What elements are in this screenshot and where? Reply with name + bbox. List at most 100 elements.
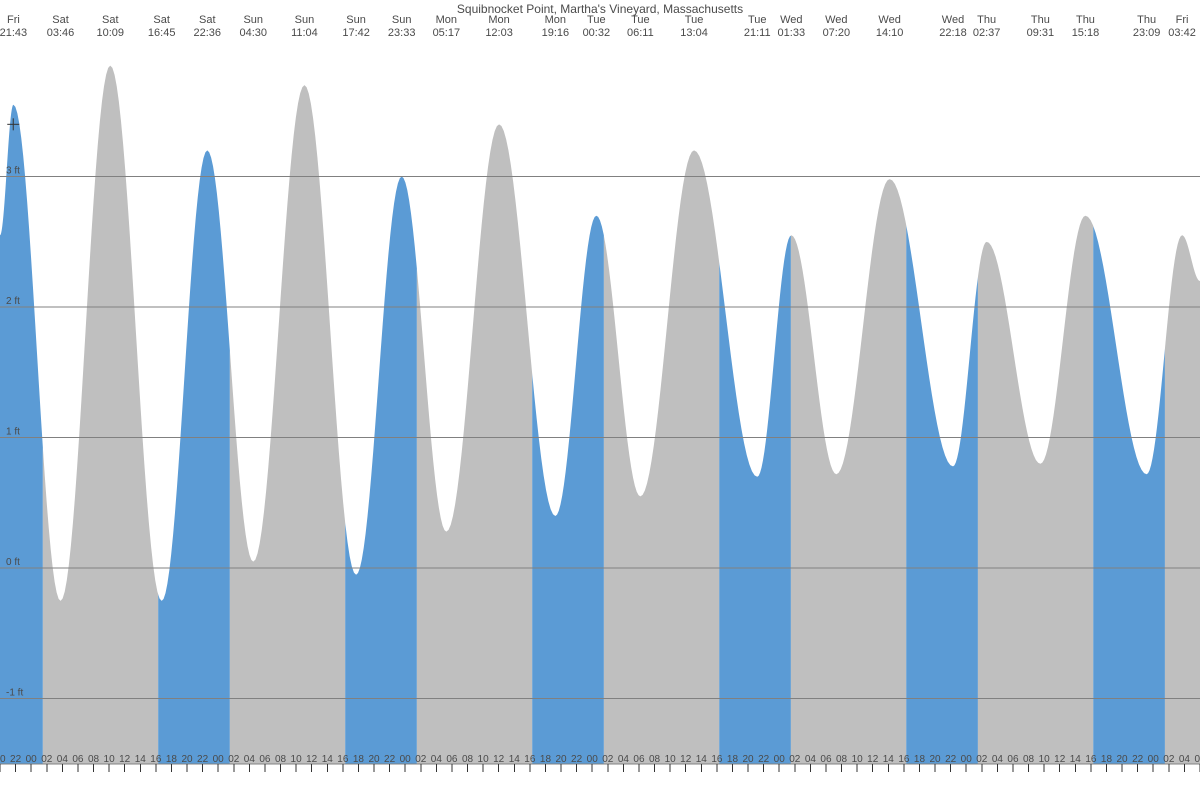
x-axis-label: 18 [166,754,178,765]
x-axis-label: 18 [540,754,552,765]
x-axis-label: 14 [1070,754,1082,765]
event-time: 15:18 [1072,27,1100,40]
event-day: Sat [47,14,75,27]
tide-event-label: Mon12:03 [485,14,513,40]
event-time: 21:43 [0,27,27,40]
tide-event-label: Sat22:36 [194,14,222,40]
event-time: 10:09 [96,27,124,40]
x-axis-label: 12 [867,754,879,765]
event-day: Sat [148,14,176,27]
x-axis-label: 04 [244,754,256,765]
x-axis-label: 14 [135,754,147,765]
tide-band [1165,235,1200,764]
x-axis-label: 10 [478,754,490,765]
x-axis-label: 20 [368,754,380,765]
x-axis-label: 08 [1023,754,1035,765]
event-time: 19:16 [542,27,570,40]
x-axis-label: 18 [914,754,926,765]
x-axis-label: 00 [400,754,412,765]
x-axis-label: 02 [228,754,240,765]
x-axis-label: 00 [1148,754,1160,765]
tide-event-label: Tue00:32 [583,14,611,40]
x-axis-label: 02 [41,754,53,765]
tide-event-label: Sun11:04 [291,14,318,40]
x-axis-label: 00 [26,754,38,765]
event-day: Sun [388,14,416,27]
x-axis-label: 00 [774,754,786,765]
event-time: 03:42 [1168,27,1196,40]
event-day: Thu [973,14,1001,27]
tide-event-label: Sat10:09 [96,14,124,40]
event-time: 21:11 [744,27,771,40]
event-day: Tue [583,14,611,27]
event-day: Fri [0,14,27,27]
event-day: Fri [1168,14,1196,27]
event-time: 13:04 [680,27,708,40]
tide-event-label: Thu09:31 [1027,14,1055,40]
x-axis-label: 10 [665,754,677,765]
event-day: Wed [876,14,904,27]
x-axis-label: 06 [1007,754,1019,765]
x-axis-label: 14 [322,754,334,765]
y-axis-label: 2 ft [6,296,20,307]
tide-event-label: Tue06:11 [627,14,654,40]
x-axis-label: 22 [571,754,583,765]
event-time: 07:20 [823,27,851,40]
event-day: Mon [542,14,570,27]
x-axis-label: 16 [1085,754,1097,765]
x-axis-label: 02 [1163,754,1175,765]
tide-band [906,225,978,764]
x-axis-label: 00 [961,754,973,765]
x-axis-label: 08 [275,754,287,765]
x-axis-label: 10 [1039,754,1051,765]
x-axis-label: 16 [524,754,536,765]
x-axis-label: 12 [1054,754,1066,765]
event-day: Thu [1027,14,1055,27]
x-axis-label: 06 [259,754,271,765]
x-axis-label: 12 [119,754,131,765]
x-axis-label: 06 [1194,754,1200,765]
tide-band [345,177,417,764]
x-axis-label: 12 [306,754,318,765]
x-axis-label: 04 [57,754,69,765]
y-axis-label: 3 ft [6,166,20,177]
tide-event-label: Mon05:17 [433,14,461,40]
x-axis-label: 20 [742,754,754,765]
tide-event-label: Sat16:45 [148,14,176,40]
x-axis-label: 08 [88,754,100,765]
event-time: 23:33 [388,27,416,40]
tide-event-labels: Fri21:43Sat03:46Sat10:09Sat16:45Sat22:36… [0,14,1200,44]
tide-chart: Squibnocket Point, Martha's Vineyard, Ma… [0,0,1200,800]
x-axis-label: 22 [945,754,957,765]
x-axis-label: 08 [836,754,848,765]
x-axis-label: 04 [805,754,817,765]
event-time: 23:09 [1133,27,1161,40]
tide-event-label: Tue21:11 [744,14,771,40]
x-axis-label: 16 [711,754,723,765]
x-axis-label: 04 [431,754,443,765]
y-axis-label: 0 ft [6,557,20,568]
x-axis-label: 04 [1179,754,1191,765]
tide-band [978,216,1093,764]
x-axis-label: 16 [337,754,349,765]
event-time: 16:45 [148,27,176,40]
event-day: Sun [239,14,267,27]
tide-band [43,66,158,764]
tide-event-label: Wed01:33 [778,14,806,40]
tide-event-label: Thu15:18 [1072,14,1100,40]
x-axis-label: 04 [992,754,1004,765]
x-axis-label: 08 [649,754,661,765]
x-axis-label: 20 [930,754,942,765]
event-time: 22:36 [194,27,222,40]
x-axis-label: 20 [1117,754,1129,765]
x-axis-label: 18 [353,754,365,765]
tide-band [719,236,791,764]
event-day: Mon [433,14,461,27]
x-axis-label: 06 [633,754,645,765]
event-time: 17:42 [342,27,370,40]
tide-event-label: Tue13:04 [680,14,708,40]
tide-band [532,216,604,764]
tide-event-label: Sun04:30 [239,14,267,40]
event-day: Thu [1133,14,1161,27]
event-day: Wed [939,14,967,27]
